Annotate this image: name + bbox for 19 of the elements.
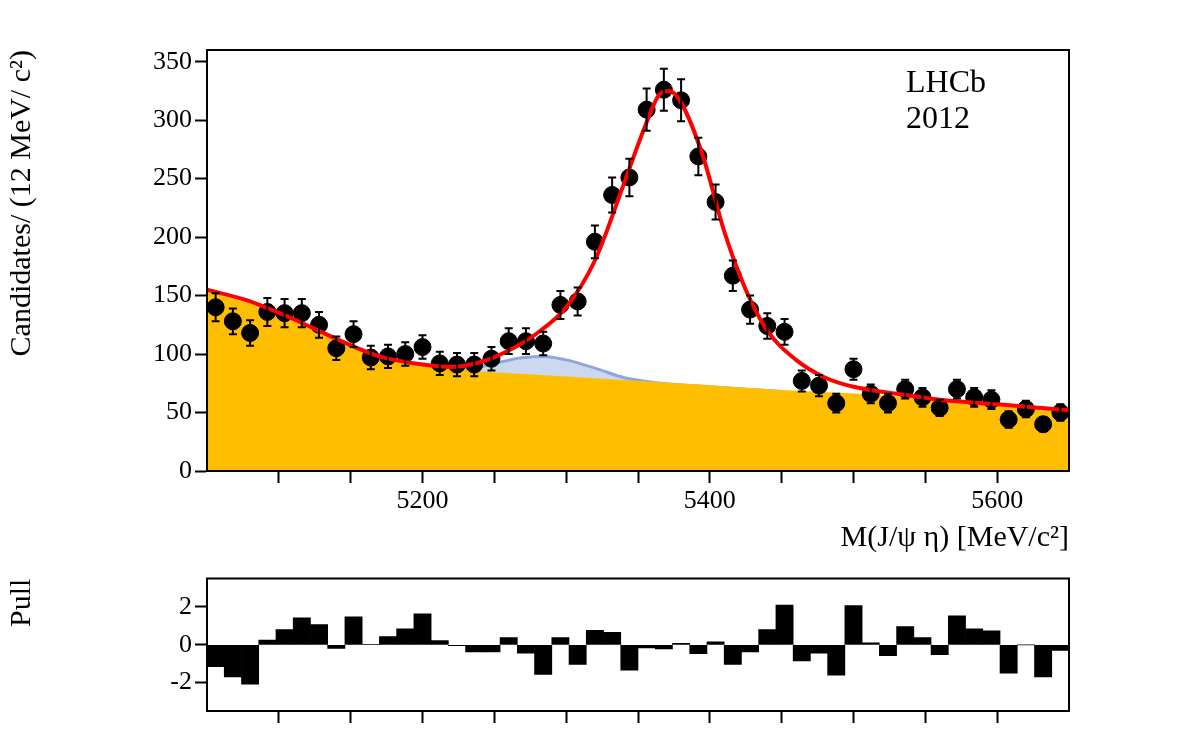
y-tick-label: 2 (179, 590, 192, 620)
annotation: 2012 (906, 99, 970, 136)
y-tick-label: 250 (153, 162, 192, 192)
y-tick-label: 300 (153, 103, 192, 133)
x-tick-label: 5600 (971, 485, 1024, 515)
y-tick-label: 350 (153, 45, 192, 75)
y-tick-label: 50 (166, 396, 192, 426)
y-axis-title: Pull (2, 578, 36, 627)
y-tick-label: 0 (179, 628, 192, 658)
x-tick-label: 5200 (396, 485, 449, 515)
y-tick-label: 0 (179, 454, 192, 484)
x-axis-title: M(J/ψ η) [MeV/c²] (840, 518, 1069, 553)
y-tick-label: -2 (170, 666, 192, 696)
y-tick-label: 200 (153, 220, 192, 250)
y-tick-label: 100 (153, 337, 192, 367)
y-tick-label: 150 (153, 279, 192, 309)
annotation: LHCb (906, 63, 986, 100)
x-tick-label: 5400 (683, 485, 736, 515)
y-axis-title: Candidates/ (12 MeV/ c²) (2, 50, 37, 357)
